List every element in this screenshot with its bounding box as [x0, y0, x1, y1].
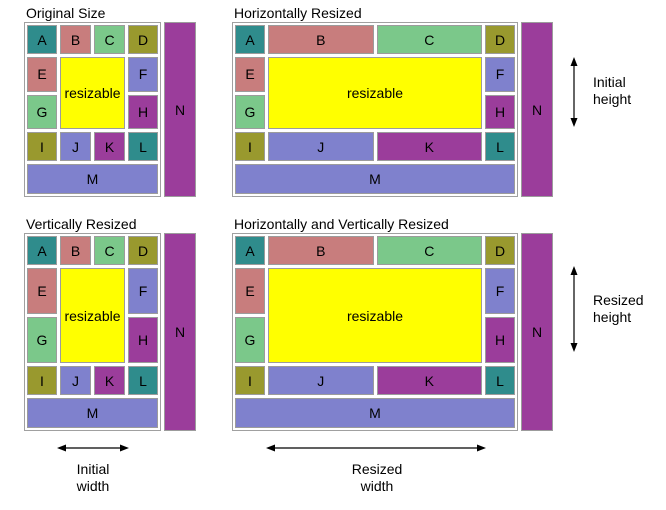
block-L: L	[128, 366, 158, 395]
block-A: A	[27, 236, 57, 265]
block-G: G	[27, 317, 57, 363]
block-A: A	[27, 25, 57, 54]
resized-height-label: Resized height	[593, 292, 644, 325]
block-J: J	[60, 132, 91, 161]
block-J: J	[268, 366, 374, 395]
block-M: M	[235, 398, 515, 428]
block-M: M	[27, 398, 158, 428]
block-A: A	[235, 25, 265, 54]
block-C: C	[94, 236, 125, 265]
block-M: M	[27, 164, 158, 194]
block-G: G	[235, 94, 265, 129]
block-I: I	[235, 132, 265, 161]
resized-height-arrow-icon	[570, 266, 578, 352]
block-resizable: resizable	[268, 268, 482, 363]
block-K: K	[94, 366, 125, 395]
block-B: B	[268, 25, 374, 54]
initial-height-arrow-icon	[570, 57, 578, 127]
block-N: N	[164, 233, 196, 431]
block-B: B	[268, 236, 374, 265]
block-L: L	[128, 132, 158, 161]
panel-title: Horizontally Resized	[234, 5, 362, 21]
block-G: G	[27, 94, 57, 129]
block-M: M	[235, 164, 515, 194]
block-J: J	[268, 132, 374, 161]
block-H: H	[128, 94, 158, 129]
block-D: D	[485, 25, 515, 54]
block-D: D	[128, 236, 158, 265]
block-F: F	[485, 57, 515, 92]
block-L: L	[485, 366, 515, 395]
block-H: H	[128, 317, 158, 363]
block-F: F	[485, 268, 515, 314]
initial-height-label: Initial height	[593, 74, 632, 107]
block-C: C	[376, 236, 482, 265]
block-H: H	[485, 317, 515, 363]
block-C: C	[376, 25, 482, 54]
block-K: K	[94, 132, 125, 161]
block-resizable: resizable	[268, 57, 482, 129]
resized-width-label: Resized width	[351, 461, 403, 494]
panel-title: Original Size	[26, 5, 106, 21]
block-N: N	[164, 22, 196, 197]
resized-width-arrow-icon	[266, 444, 486, 452]
block-N: N	[521, 22, 553, 197]
block-K: K	[376, 132, 482, 161]
block-E: E	[27, 57, 57, 92]
block-B: B	[60, 236, 91, 265]
block-K: K	[376, 366, 482, 395]
block-F: F	[128, 268, 158, 314]
panel-title: Vertically Resized	[26, 216, 137, 232]
block-L: L	[485, 132, 515, 161]
initial-width-label: Initial width	[76, 461, 110, 494]
block-J: J	[60, 366, 91, 395]
block-I: I	[235, 366, 265, 395]
block-C: C	[94, 25, 125, 54]
block-I: I	[27, 366, 57, 395]
panel-title: Horizontally and Vertically Resized	[234, 216, 449, 232]
block-resizable: resizable	[60, 57, 125, 129]
block-H: H	[485, 94, 515, 129]
block-resizable: resizable	[60, 268, 125, 363]
block-E: E	[235, 57, 265, 92]
block-F: F	[128, 57, 158, 92]
block-N: N	[521, 233, 553, 431]
block-B: B	[60, 25, 91, 54]
block-E: E	[235, 268, 265, 314]
initial-width-arrow-icon	[57, 444, 129, 452]
block-G: G	[235, 317, 265, 363]
block-I: I	[27, 132, 57, 161]
block-D: D	[485, 236, 515, 265]
block-E: E	[27, 268, 57, 314]
block-A: A	[235, 236, 265, 265]
block-D: D	[128, 25, 158, 54]
